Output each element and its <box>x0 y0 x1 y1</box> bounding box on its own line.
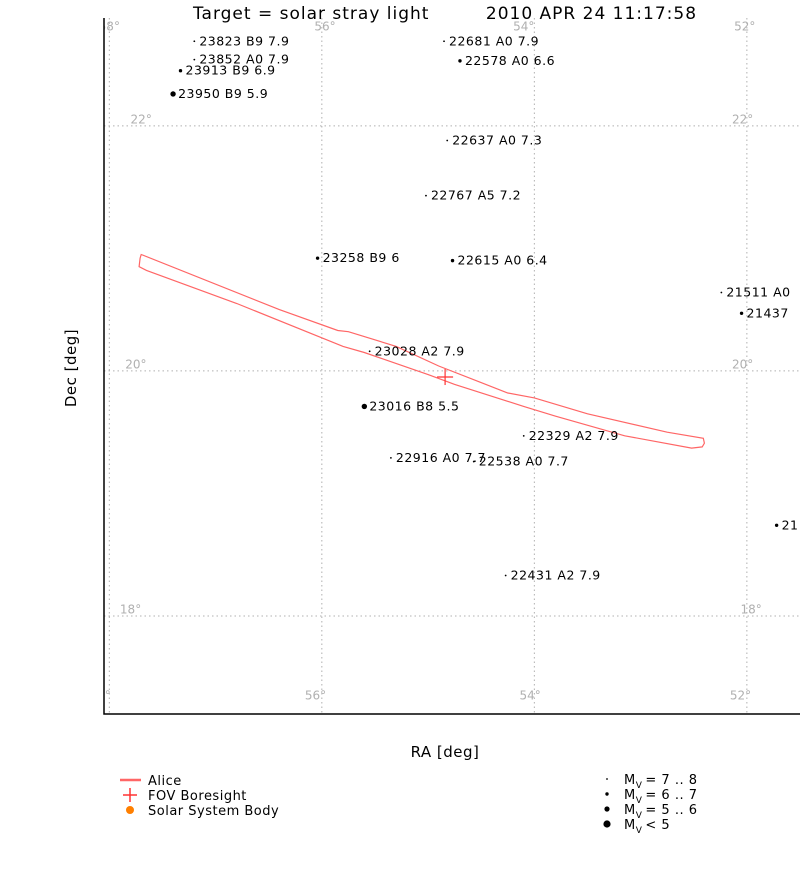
grid-label-12: 54° <box>519 688 540 702</box>
legend-ssb-label: Solar System Body <box>148 804 279 819</box>
star-label-4: 23913 B9 6.9 <box>186 63 276 78</box>
star-marker-7 <box>425 194 427 197</box>
star-marker-14 <box>522 434 525 437</box>
star-marker-10 <box>720 291 723 294</box>
chart-title: Target = solar stray light 2010 APR 24 1… <box>192 4 697 24</box>
grid-label-13: 52° <box>730 688 751 702</box>
legend-alice-label: Alice <box>148 774 182 789</box>
grid-label-8: 18° <box>120 603 141 617</box>
star-label-13: 23016 B8 5.5 <box>369 398 459 413</box>
star-label-6: 22637 A0 7.3 <box>452 133 542 148</box>
grid-label-4: 22° <box>131 112 152 126</box>
star-marker-2 <box>443 40 445 43</box>
legend-mag-5-6-marker <box>604 806 610 812</box>
legend-boresight-label: FOV Boresight <box>148 789 247 804</box>
star-label-3: 22578 A0 6.6 <box>465 53 555 68</box>
star-marker-13 <box>361 403 368 410</box>
star-label-11: 21437 <box>747 305 789 320</box>
star-label-2: 22681 A0 7.9 <box>449 33 539 48</box>
legend-mag-6-7-marker <box>605 792 609 796</box>
star-marker-4 <box>178 68 183 73</box>
star-marker-1 <box>193 58 196 61</box>
star-label-15: 22916 A0 7.7 <box>396 450 486 465</box>
star-marker-15 <box>390 457 392 459</box>
star-label-1: 23852 A0 7.9 <box>199 52 289 67</box>
star-label-16: 22538 A0 7.7 <box>479 454 569 469</box>
grid-label-11: 56° <box>305 688 326 702</box>
grid-label-1: 56° <box>314 19 335 33</box>
grid-label-9: 18° <box>740 603 761 617</box>
star-label-7: 22767 A5 7.2 <box>431 188 521 203</box>
alice-outline <box>138 253 706 449</box>
grid-labels: 58° 56° 54° 52° 22° 22° 20° 20° 18° 18° 8° 56° 54° 52… <box>97 19 762 702</box>
grid-label-6: 20° <box>125 357 146 371</box>
legend-mag-7-8-marker <box>606 778 608 780</box>
star-marker-3 <box>458 59 462 63</box>
star-marker-8 <box>315 256 320 260</box>
star-marker-17 <box>774 523 779 527</box>
grid-lines <box>104 18 800 714</box>
star-label-17: 21 <box>782 517 799 532</box>
star-marker-18 <box>504 574 507 577</box>
grid-label-0: 58° <box>99 19 120 33</box>
grid-label-2: 54° <box>513 19 534 33</box>
star-marker-9 <box>450 258 455 263</box>
star-label-8: 23258 B9 6 <box>323 250 400 265</box>
star-marker-6 <box>446 139 449 142</box>
star-label-9: 22615 A0 6.4 <box>458 253 548 268</box>
legend-mag-lt-5-label: MV < 5 <box>624 818 670 836</box>
star-label-12: 23028 A2 7.9 <box>375 343 465 358</box>
star-label-18: 22431 A2 7.9 <box>511 568 601 583</box>
x-axis-label: RA [deg] <box>411 743 480 761</box>
star-marker-11 <box>739 311 744 316</box>
legend-boresight-icon <box>123 788 137 802</box>
star-marker-16 <box>472 460 475 463</box>
grid-label-5: 22° <box>732 112 753 126</box>
star-label-5: 23950 B9 5.9 <box>178 86 268 101</box>
star-marker-0 <box>193 40 196 43</box>
y-axis-label: Dec [deg] <box>62 329 80 407</box>
star-label-0: 23823 B9 7.9 <box>199 33 289 48</box>
alice-layer <box>138 253 706 449</box>
chart-title-timestamp: 2010 APR 24 11:17:58 <box>486 4 697 24</box>
legend-mag-lt-5-marker <box>603 820 611 828</box>
grid-label-3: 52° <box>734 19 755 33</box>
stars-layer: 23823 B9 7.9 23852 A0 7.9 22681 A0 7.9 2257… <box>170 33 799 583</box>
legend-ssb-icon <box>126 806 134 814</box>
star-label-10: 21511 A0 <box>726 284 790 299</box>
plot-frame <box>103 18 800 715</box>
chart-title-target: Target = solar stray light <box>192 4 430 24</box>
star-marker-5 <box>170 91 176 97</box>
legend: Alice FOV Boresight Solar System Body MV… <box>120 773 697 836</box>
star-marker-12 <box>368 350 371 353</box>
grid-label-7: 20° <box>732 357 753 371</box>
grid-label-10: 8° <box>97 688 111 702</box>
star-label-14: 22329 A2 7.9 <box>529 428 619 443</box>
